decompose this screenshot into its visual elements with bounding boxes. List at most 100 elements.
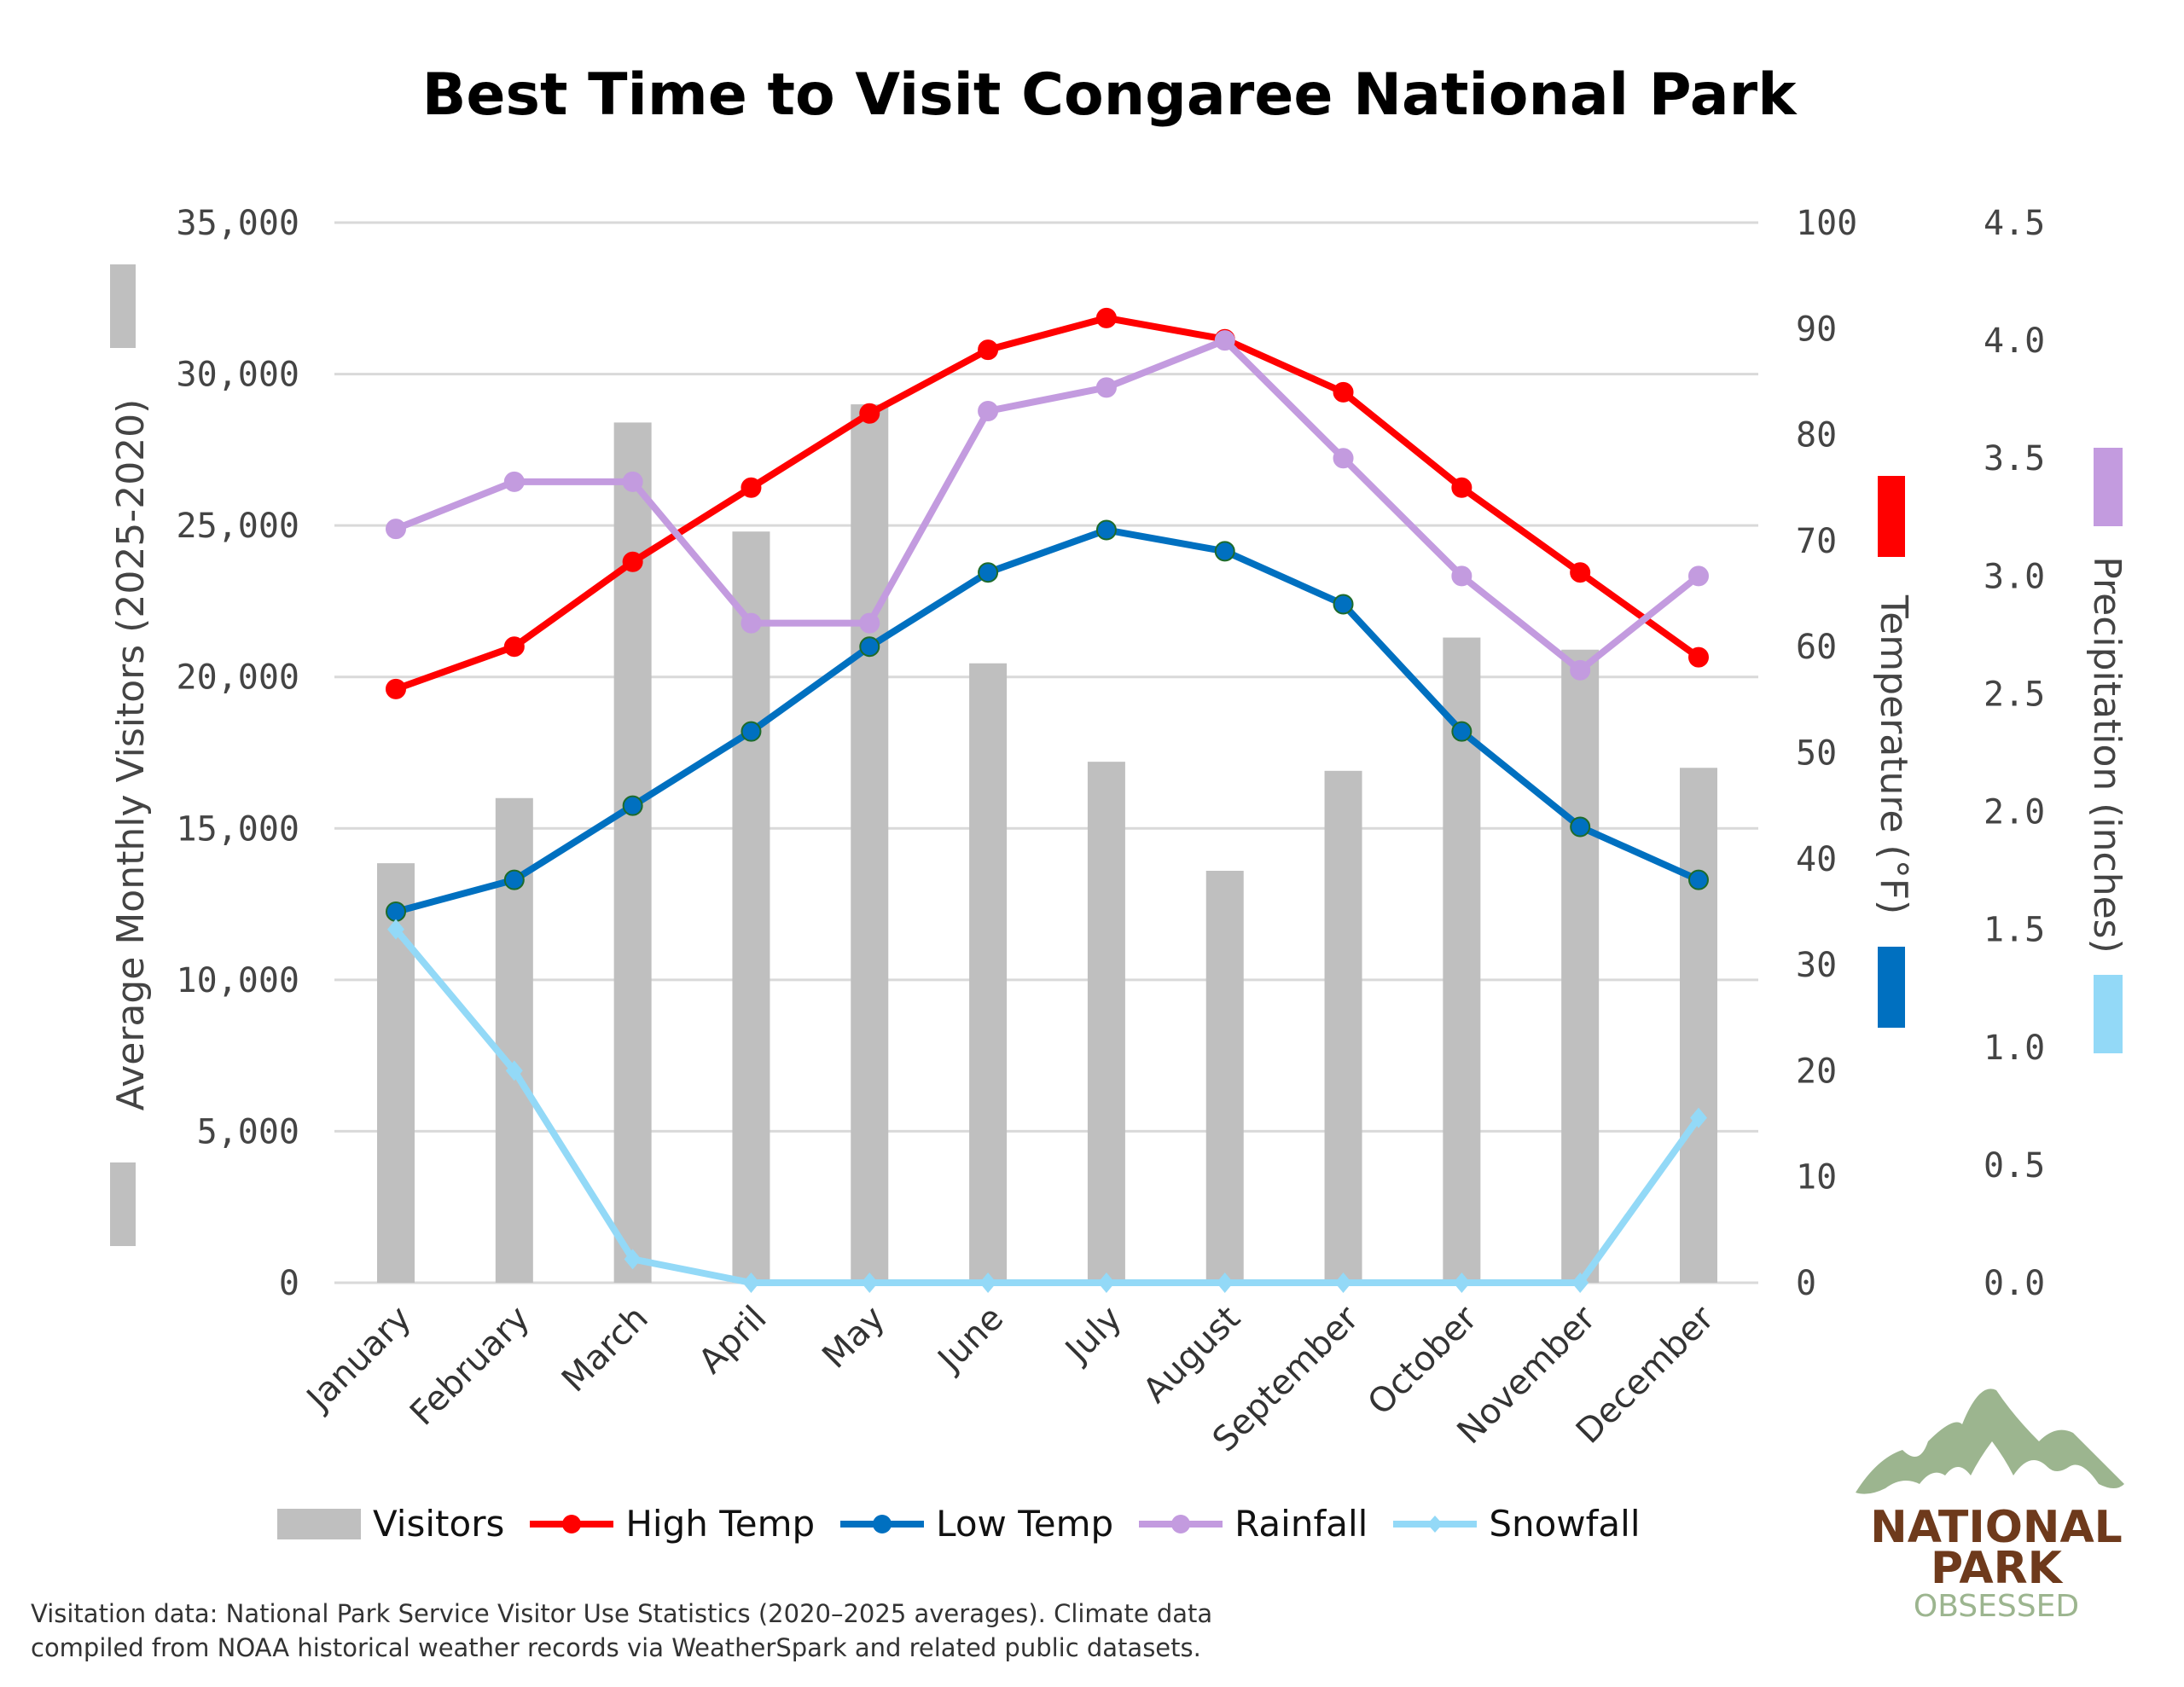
precip-tick-label: 1.5 bbox=[1984, 911, 2045, 950]
high-temp-line bbox=[394, 314, 1701, 693]
temp-axis-swatch-high bbox=[1878, 476, 1905, 557]
precip-axis-swatch-rain bbox=[2094, 448, 2123, 526]
rainfall-point bbox=[1214, 330, 1235, 351]
temp-tick-label: 0 bbox=[1796, 1264, 1816, 1303]
rainfall-point bbox=[386, 519, 406, 540]
month-label: May bbox=[815, 1299, 892, 1377]
rainfall-point bbox=[741, 612, 762, 634]
snowfall-point bbox=[1216, 1272, 1234, 1293]
rainfall-point bbox=[1688, 565, 1709, 587]
legend-swatch-icon bbox=[840, 1509, 925, 1539]
month-label: October bbox=[1361, 1298, 1485, 1423]
precip-tick-label: 0.5 bbox=[1984, 1146, 2045, 1186]
temp-tick-label: 80 bbox=[1796, 416, 1837, 455]
snowfall-point bbox=[387, 919, 404, 940]
snowfall-point bbox=[979, 1272, 997, 1293]
logo-text-national: NATIONAL bbox=[1870, 1502, 2123, 1553]
legend-label: Visitors bbox=[373, 1503, 505, 1545]
month-label: July bbox=[1056, 1299, 1130, 1372]
temp-tick-label: 40 bbox=[1796, 840, 1837, 879]
visitors-bar bbox=[851, 404, 889, 1284]
legend-swatch-icon bbox=[1393, 1509, 1478, 1539]
month-label: January bbox=[298, 1299, 419, 1420]
left-tick-label: 35,000 bbox=[177, 204, 300, 243]
low-temp-point bbox=[978, 562, 999, 583]
month-label: April bbox=[691, 1299, 774, 1382]
precip-tick-label: 2.5 bbox=[1984, 675, 2045, 714]
logo-text-park: PARK bbox=[1931, 1543, 2064, 1594]
temp-tick-label: 60 bbox=[1796, 628, 1837, 667]
temp-tick-label: 100 bbox=[1796, 204, 1857, 243]
left-axis-title: Average Monthly Visitors (2025-2020) bbox=[109, 399, 153, 1111]
legend-item: Rainfall bbox=[1139, 1503, 1368, 1545]
low-temp-point bbox=[1451, 721, 1472, 742]
temp-tick-label: 50 bbox=[1796, 734, 1837, 774]
precip-tick-label: 4.5 bbox=[1984, 204, 2045, 243]
precip-tick-label: 1.0 bbox=[1984, 1029, 2045, 1068]
footnote-line-2: compiled from NOAA historical weather re… bbox=[31, 1633, 1201, 1662]
precip-tick-label: 4.0 bbox=[1984, 322, 2045, 361]
precip-tick-label: 0.0 bbox=[1984, 1264, 2045, 1303]
low-temp-point bbox=[1570, 816, 1591, 838]
temp-axis-swatch-low bbox=[1878, 947, 1905, 1028]
low-temp-line bbox=[394, 526, 1700, 915]
high-temp-point bbox=[1570, 562, 1591, 583]
rainfall-point bbox=[978, 400, 999, 421]
legend-swatch-icon bbox=[277, 1508, 361, 1539]
left-tick-label: 30,000 bbox=[177, 356, 300, 395]
low-temp-point bbox=[1214, 541, 1235, 562]
snowfall-point bbox=[742, 1272, 760, 1293]
low-temp-point bbox=[1333, 594, 1354, 615]
snowfall-point bbox=[1690, 1107, 1707, 1128]
logo-text-obsessed: OBSESSED bbox=[1914, 1589, 2079, 1620]
low-temp-point bbox=[859, 636, 880, 658]
rainfall-point bbox=[859, 612, 880, 634]
low-temp-point bbox=[622, 795, 643, 816]
high-temp-point bbox=[1688, 646, 1709, 668]
rainfall-line bbox=[394, 337, 1701, 674]
high-temp-point bbox=[1333, 381, 1354, 403]
left-axis-swatch bbox=[110, 1162, 136, 1246]
legend-label: High Temp bbox=[625, 1503, 816, 1545]
rainfall-point bbox=[1095, 377, 1117, 398]
temp-tick-label: 10 bbox=[1796, 1158, 1837, 1197]
high-temp-point bbox=[741, 477, 762, 498]
visitors-bar bbox=[1205, 871, 1244, 1283]
high-temp-point bbox=[859, 403, 880, 424]
low-temp-point bbox=[1095, 519, 1117, 541]
rainfall-point bbox=[1570, 659, 1591, 681]
legend-item: Visitors bbox=[277, 1503, 504, 1545]
visitors-bar bbox=[969, 663, 1008, 1283]
legend-label: Rainfall bbox=[1234, 1503, 1368, 1545]
precip-tick-label: 2.0 bbox=[1984, 793, 2045, 832]
visitors-bar bbox=[1324, 770, 1362, 1283]
month-label: August bbox=[1136, 1299, 1248, 1412]
visitors-bar bbox=[1087, 762, 1125, 1283]
snowfall-point bbox=[1453, 1272, 1471, 1293]
footnote-line-1: Visitation data: National Park Service V… bbox=[31, 1599, 1213, 1628]
legend-swatch-icon bbox=[530, 1509, 614, 1539]
legend: Visitors High Temp Low Temp Rainfall Snowfal… bbox=[277, 1503, 1641, 1545]
high-temp-point bbox=[978, 339, 999, 361]
temp-tick-label: 70 bbox=[1796, 522, 1837, 561]
low-temp-point bbox=[503, 869, 525, 890]
month-label: March bbox=[555, 1299, 656, 1400]
precip-tick-label: 3.5 bbox=[1984, 439, 2045, 478]
snowfall-point bbox=[861, 1272, 879, 1293]
snowfall-point bbox=[624, 1249, 642, 1270]
low-temp-point bbox=[386, 901, 406, 922]
legend-item: High Temp bbox=[530, 1503, 815, 1545]
left-tick-label: 10,000 bbox=[177, 961, 300, 1000]
logo-mountains-icon bbox=[1856, 1388, 2124, 1494]
left-tick-label: 5,000 bbox=[197, 1112, 299, 1151]
rainfall-point bbox=[1451, 565, 1472, 587]
rainfall-point bbox=[622, 471, 643, 492]
chart-title: Best Time to Visit Congaree National Par… bbox=[421, 61, 1797, 129]
snowfall-point bbox=[1571, 1272, 1589, 1293]
legend-swatch-icon bbox=[1139, 1509, 1223, 1539]
precip-axis-swatch-snow bbox=[2094, 975, 2123, 1053]
low-temp-point bbox=[741, 721, 762, 742]
left-tick-label: 15,000 bbox=[177, 809, 300, 849]
temp-axis-title: Temperature (°F) bbox=[1872, 594, 1915, 914]
